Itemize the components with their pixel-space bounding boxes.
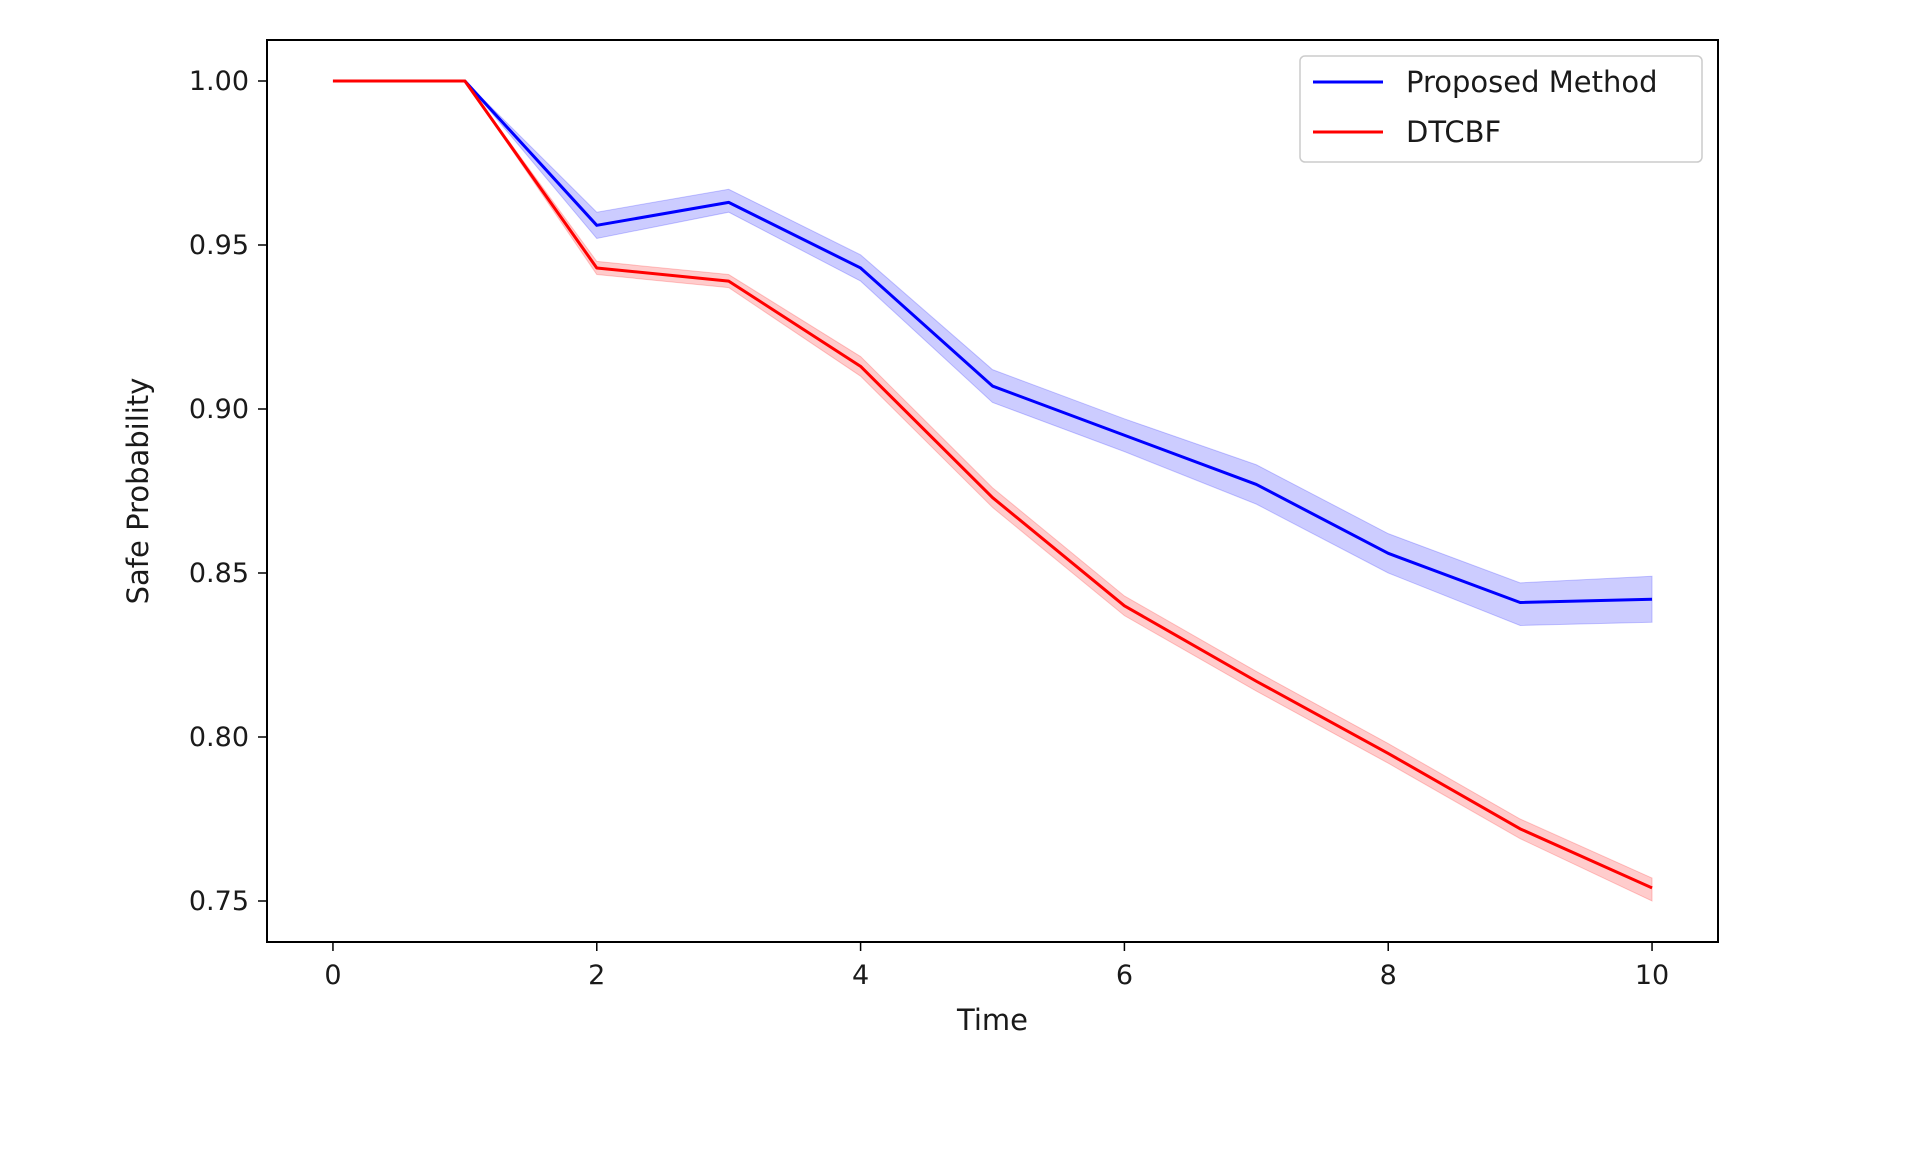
x-axis-label: Time (956, 1003, 1028, 1037)
legend-label-proposed-method: Proposed Method (1406, 65, 1658, 99)
y-tick-label: 1.00 (189, 66, 249, 97)
y-axis-label: Safe Probability (121, 378, 155, 605)
legend-label-dtcbf: DTCBF (1406, 115, 1501, 149)
y-tick-label: 0.75 (189, 886, 249, 917)
y-tick-label: 0.85 (189, 558, 249, 589)
legend-box (1299, 55, 1703, 163)
y-tick-label: 0.95 (189, 230, 249, 261)
series-line-proposed-method (332, 79, 1653, 605)
y-tick-label: 0.80 (189, 722, 249, 753)
x-tick-label: 6 (1116, 960, 1133, 991)
x-tick-label: 8 (1380, 960, 1397, 991)
x-tick-label: 0 (324, 960, 341, 991)
x-tick-label: 4 (852, 960, 869, 991)
series-line-dtcbf (332, 79, 1653, 890)
legend: Proposed Method DTCBF (1299, 55, 1703, 163)
x-tick-label: 2 (588, 960, 605, 991)
confidence-band-dtcbf (332, 80, 1653, 902)
y-axis: 0.75 0.80 0.85 0.90 0.95 1.00 (189, 66, 267, 917)
series-lines (332, 79, 1653, 890)
x-axis: 0 2 4 6 8 10 (324, 942, 1669, 991)
plot-frame (266, 39, 1719, 943)
y-tick-label: 0.90 (189, 394, 249, 425)
x-tick-label: 10 (1635, 960, 1669, 991)
